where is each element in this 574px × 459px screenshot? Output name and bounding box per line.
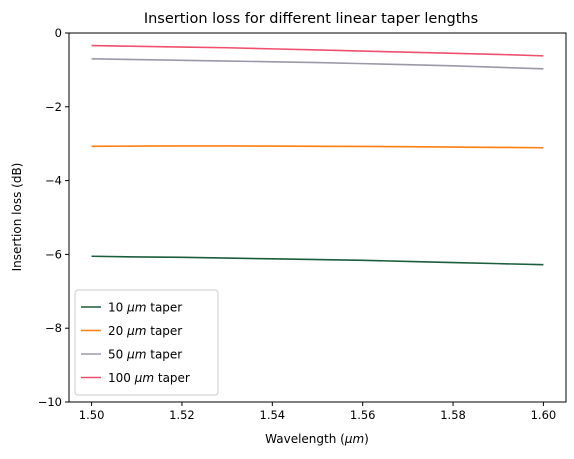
x-tick-label: 1.58 bbox=[440, 408, 466, 422]
x-tick-label: 1.56 bbox=[350, 408, 376, 422]
legend-label-prefix: 10 bbox=[108, 301, 127, 315]
x-tick-label: 1.54 bbox=[260, 408, 286, 422]
series-line bbox=[91, 255, 544, 266]
x-tick-label: 1.60 bbox=[531, 408, 557, 422]
y-tick-label: −2 bbox=[45, 100, 62, 114]
legend-label-suffix: taper bbox=[146, 348, 182, 362]
x-axis: 1.50 1.52 1.54 1.56 1.58 1.60 bbox=[79, 402, 556, 422]
x-axis-label: Wavelength (μm) bbox=[265, 432, 369, 446]
y-axis: −10 −8 −6 −4 −2 0 bbox=[38, 26, 69, 409]
x-tick-label: 1.52 bbox=[169, 408, 195, 422]
legend-label-suffix: taper bbox=[146, 324, 182, 338]
legend-label-prefix: 100 bbox=[108, 371, 135, 385]
series-line bbox=[91, 58, 544, 70]
legend-label-unit: μm bbox=[126, 301, 146, 315]
x-axis-label-text: Wavelength ( bbox=[265, 432, 345, 446]
legend-label-unit: μm bbox=[126, 348, 146, 362]
plot-frame bbox=[68, 32, 567, 403]
legend-label-suffix: taper bbox=[146, 301, 182, 315]
x-tick-label: 1.50 bbox=[79, 408, 105, 422]
y-tick-label: 0 bbox=[55, 26, 62, 40]
x-axis-label-unit: μm bbox=[344, 432, 364, 446]
chart-title: Insertion loss for different linear tape… bbox=[144, 11, 478, 27]
x-axis-label-close: ) bbox=[364, 432, 369, 446]
legend-label-prefix: 50 bbox=[108, 348, 127, 362]
legend-label-unit: μm bbox=[134, 371, 154, 385]
series-layer bbox=[91, 44, 544, 266]
legend-box bbox=[74, 289, 219, 396]
legend-label: 100 μm taper bbox=[108, 371, 190, 385]
legend-label: 50 μm taper bbox=[108, 348, 182, 362]
legend-label-suffix: taper bbox=[154, 371, 190, 385]
legend-label: 10 μm taper bbox=[108, 301, 182, 315]
y-tick-label: −4 bbox=[45, 174, 62, 188]
y-tick-label: −6 bbox=[45, 247, 62, 261]
series-line bbox=[91, 145, 544, 149]
y-tick-label: −10 bbox=[38, 395, 62, 409]
y-axis-label: Insertion loss (dB) bbox=[10, 163, 24, 272]
y-tick-label: −8 bbox=[45, 321, 62, 335]
plot-area bbox=[68, 32, 567, 403]
legend-label-unit: μm bbox=[126, 324, 146, 338]
legend-label-prefix: 20 bbox=[108, 324, 127, 338]
legend-label: 20 μm taper bbox=[108, 324, 182, 338]
series-line bbox=[91, 44, 544, 57]
